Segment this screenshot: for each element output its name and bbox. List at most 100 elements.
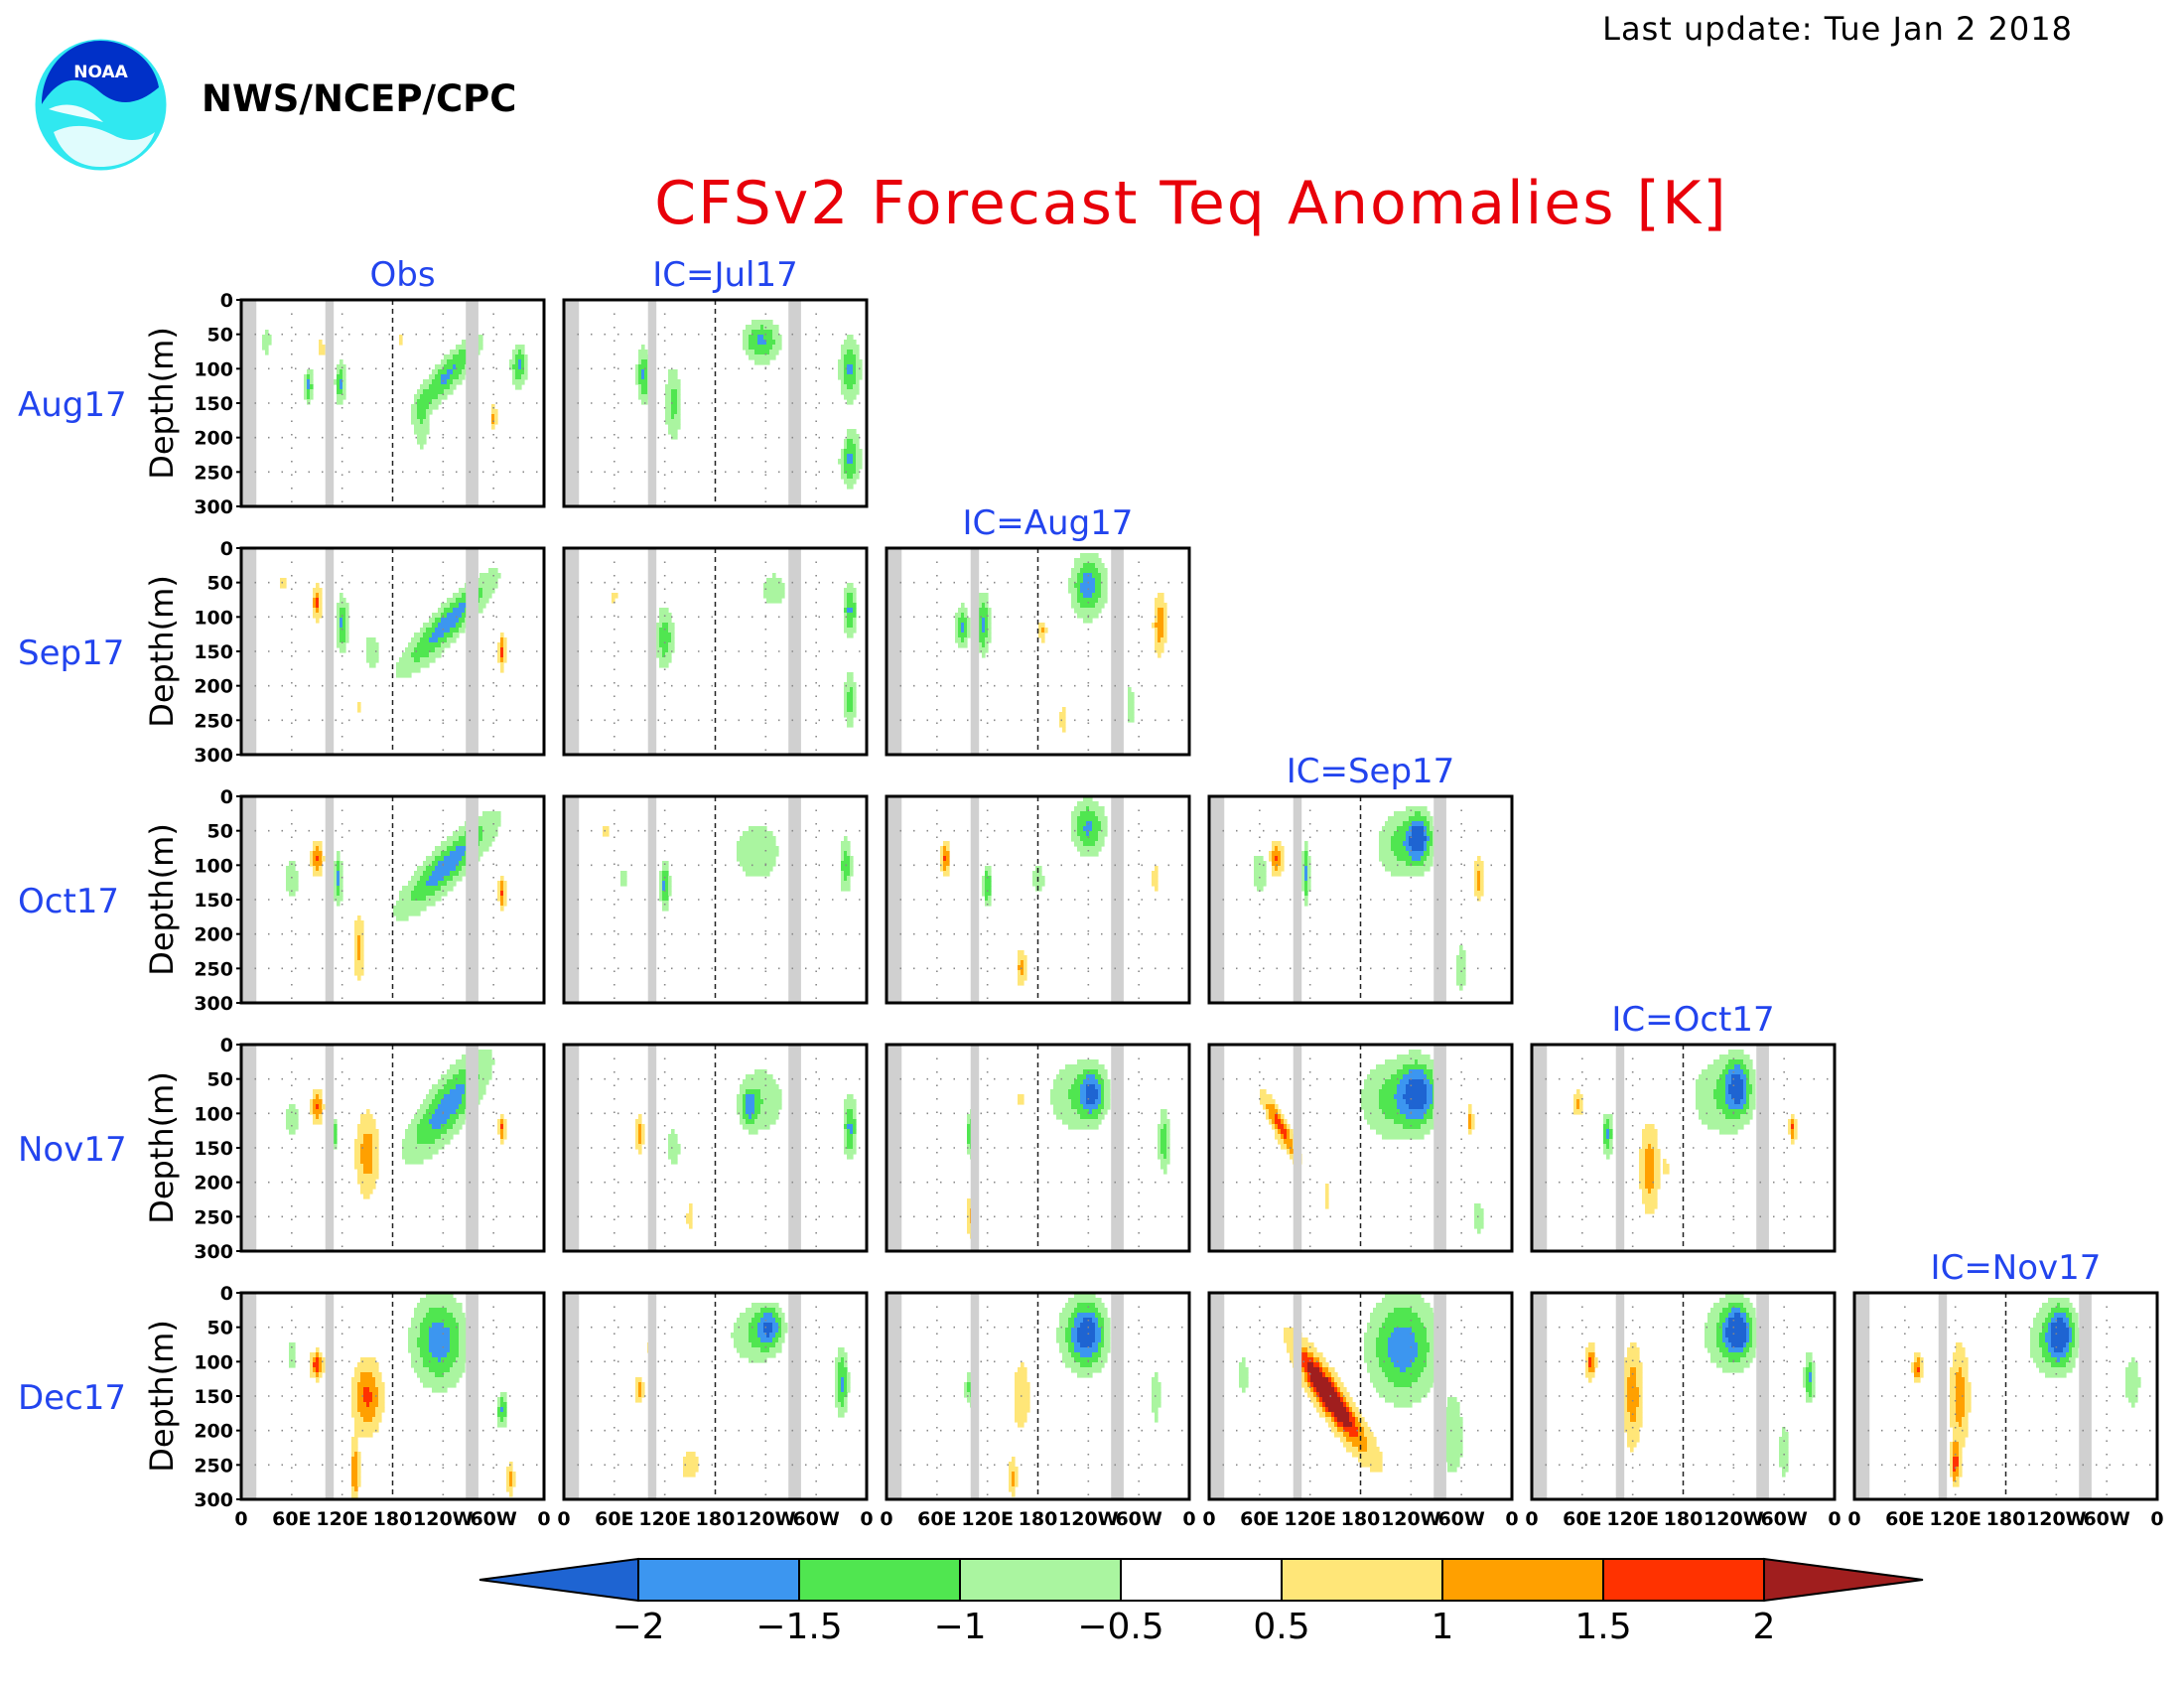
land-mask bbox=[564, 548, 580, 755]
colorbar-level-label: 1.5 bbox=[1574, 1607, 1631, 1647]
xtick-label: 120W bbox=[2026, 1508, 2087, 1530]
panel-sep17-ic-jul17 bbox=[562, 546, 869, 757]
ytick-label: 250 bbox=[194, 1455, 233, 1477]
xtick-label: 60E bbox=[595, 1508, 633, 1530]
panel-oct17-obs bbox=[239, 794, 546, 1005]
xtick-label: 0 bbox=[1525, 1508, 1538, 1530]
land-mask bbox=[970, 548, 980, 755]
panel-dec17-ic-oct17 bbox=[1530, 1291, 1837, 1501]
ylabel: Depth(m) bbox=[143, 823, 181, 976]
land-mask bbox=[647, 300, 657, 506]
noaa-logo: NOAA bbox=[34, 38, 168, 172]
panel-nov17-ic-aug17 bbox=[885, 1043, 1191, 1253]
land-mask bbox=[564, 796, 580, 1003]
xtick-label: 0 bbox=[1505, 1508, 1518, 1530]
agency-label: NWS/NCEP/CPC bbox=[202, 77, 517, 120]
land-mask bbox=[1756, 1293, 1769, 1499]
xtick-label: 0 bbox=[1182, 1508, 1195, 1530]
colorbar-swatch bbox=[1441, 1558, 1604, 1602]
colorbar-level-label: 2 bbox=[1753, 1607, 1776, 1647]
ytick-label: 150 bbox=[194, 641, 233, 663]
ytick-label: 300 bbox=[194, 1489, 233, 1511]
panel-oct17-ic-aug17 bbox=[885, 794, 1191, 1005]
land-mask bbox=[466, 548, 478, 755]
land-mask bbox=[1938, 1293, 1948, 1499]
column-title-ic-oct17: IC=Oct17 bbox=[1611, 1000, 1774, 1040]
xtick-label: 0 bbox=[880, 1508, 892, 1530]
xtick-label: 180 bbox=[1341, 1508, 1381, 1530]
land-mask bbox=[1111, 1293, 1124, 1499]
land-mask bbox=[241, 796, 257, 1003]
xtick-label: 120W bbox=[736, 1508, 796, 1530]
xtick-label: 120E bbox=[961, 1508, 1014, 1530]
xtick-label: 120W bbox=[1704, 1508, 1764, 1530]
xtick-label: 0 bbox=[1828, 1508, 1841, 1530]
ytick-label: 300 bbox=[194, 1241, 233, 1263]
ylabel: Depth(m) bbox=[143, 1071, 181, 1224]
column-title-obs: Obs bbox=[369, 255, 435, 295]
land-mask bbox=[1615, 1293, 1625, 1499]
land-mask bbox=[564, 300, 580, 506]
ytick-label: 100 bbox=[194, 607, 233, 629]
colorbar-swatch bbox=[798, 1558, 961, 1602]
land-mask bbox=[970, 1293, 980, 1499]
xtick-label: 60E bbox=[272, 1508, 311, 1530]
land-mask bbox=[241, 300, 257, 506]
colorbar-level-label: −0.5 bbox=[1077, 1607, 1163, 1647]
ytick-label: 250 bbox=[194, 958, 233, 980]
panel-nov17-ic-sep17 bbox=[1207, 1043, 1514, 1253]
colorbar-level-label: −1.5 bbox=[755, 1607, 842, 1647]
land-mask bbox=[241, 1293, 257, 1499]
row-label-oct17: Oct17 bbox=[18, 882, 119, 921]
panel-frame bbox=[562, 794, 869, 1005]
xtick-label: 120W bbox=[1058, 1508, 1119, 1530]
row-label-sep17: Sep17 bbox=[18, 633, 124, 673]
panel-dec17-ic-nov17 bbox=[1852, 1291, 2159, 1501]
land-mask bbox=[1615, 1045, 1625, 1251]
colorbar-level-label: −1 bbox=[933, 1607, 986, 1647]
colorbar-swatch bbox=[1602, 1558, 1765, 1602]
xtick-label: 120E bbox=[1284, 1508, 1336, 1530]
ytick-label: 200 bbox=[194, 1421, 233, 1443]
land-mask bbox=[1209, 796, 1225, 1003]
column-title-ic-aug17: IC=Aug17 bbox=[963, 503, 1134, 543]
land-mask bbox=[1854, 1293, 1870, 1499]
colorbar-level-label: 0.5 bbox=[1253, 1607, 1309, 1647]
ylabel: Depth(m) bbox=[143, 575, 181, 728]
land-mask bbox=[2079, 1293, 2092, 1499]
land-mask bbox=[887, 548, 902, 755]
xtick-label: 0 bbox=[234, 1508, 247, 1530]
panel-aug17-ic-jul17 bbox=[562, 298, 869, 508]
land-mask bbox=[1433, 796, 1446, 1003]
panel-sep17-ic-aug17 bbox=[885, 546, 1191, 757]
panel-frame bbox=[562, 546, 869, 757]
ytick-label: 0 bbox=[220, 1035, 233, 1056]
panel-frame bbox=[1207, 1291, 1514, 1501]
land-mask bbox=[241, 548, 257, 755]
land-mask bbox=[1111, 548, 1124, 755]
ytick-label: 150 bbox=[194, 1386, 233, 1408]
colorbar: −2 −1.5 −1 −0.5 0.5 1 1.5 2 bbox=[478, 1557, 1924, 1647]
colorbar-level-label: −2 bbox=[612, 1607, 664, 1647]
xtick-label: 180 bbox=[373, 1508, 413, 1530]
xtick-label: 60W bbox=[2083, 1508, 2129, 1530]
land-mask bbox=[325, 300, 335, 506]
ytick-label: 200 bbox=[194, 676, 233, 698]
ytick-label: 0 bbox=[220, 290, 233, 312]
xtick-label: 0 bbox=[860, 1508, 873, 1530]
xtick-label: 60E bbox=[1240, 1508, 1279, 1530]
xtick-label: 60W bbox=[1115, 1508, 1161, 1530]
land-mask bbox=[1209, 1293, 1225, 1499]
land-mask bbox=[887, 796, 902, 1003]
ytick-label: 200 bbox=[194, 924, 233, 946]
land-mask bbox=[325, 796, 335, 1003]
panel-frame bbox=[562, 298, 869, 508]
colorbar-extend-low bbox=[478, 1557, 639, 1603]
panel-frame bbox=[1207, 1043, 1514, 1253]
ytick-label: 150 bbox=[194, 890, 233, 912]
land-mask bbox=[788, 1293, 801, 1499]
panel-dec17-ic-sep17 bbox=[1207, 1291, 1514, 1501]
land-mask bbox=[1293, 796, 1302, 1003]
panel-frame bbox=[1207, 794, 1514, 1005]
